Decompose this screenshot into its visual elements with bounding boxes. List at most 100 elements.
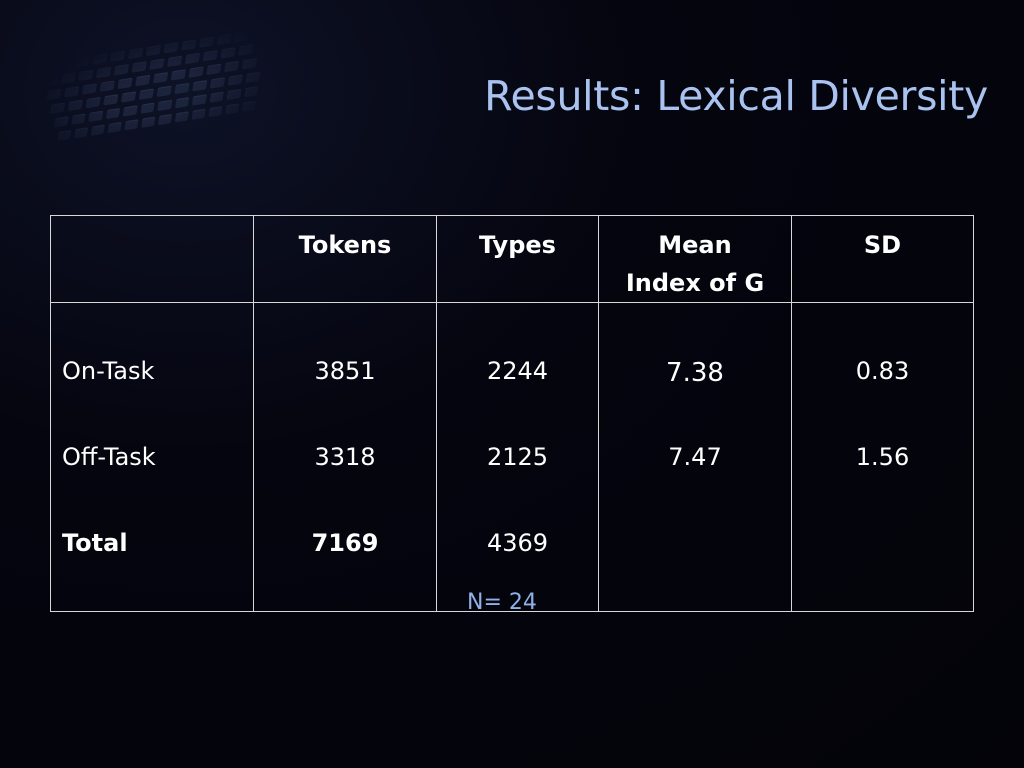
mean-index-g-column: 7.38 7.47 — [598, 302, 792, 612]
keyboard-key — [181, 39, 197, 51]
label-column: On-Task Off-Task Total — [50, 302, 254, 612]
keyboard-key — [70, 113, 86, 125]
row-label-total: Total — [62, 529, 128, 557]
keyboard-key — [220, 47, 236, 59]
keyboard-key — [49, 102, 66, 115]
keyboard-key — [110, 50, 126, 62]
row-label-off-task: Off-Task — [62, 443, 156, 471]
total-tokens: 7169 — [311, 529, 379, 557]
off-task-mean-index-g: 7.47 — [668, 443, 722, 471]
off-task-tokens: 3318 — [314, 443, 376, 471]
keyboard-key — [141, 116, 156, 128]
keyboard-key — [122, 105, 138, 117]
keyboard-key — [167, 55, 183, 68]
keyboard-key — [127, 47, 144, 60]
keyboard-key — [227, 74, 243, 86]
keyboard-key — [238, 44, 254, 56]
header-mean-index-of-g: Mean Index of G — [598, 215, 792, 303]
keyboard-key — [103, 94, 119, 106]
keyboard-key — [174, 82, 190, 95]
table-header-row: Tokens Types Mean Index of G SD — [50, 215, 974, 303]
keyboard-key — [42, 75, 58, 87]
keyboard-key — [202, 49, 218, 62]
keyboard-key — [53, 116, 69, 128]
keyboard-key — [107, 121, 122, 134]
keyboard-key — [206, 63, 222, 76]
keyboard-key — [225, 103, 240, 115]
keyboard-key — [145, 44, 161, 57]
types-column: 2244 2125 4369 — [436, 302, 599, 612]
keyboard-key — [163, 41, 179, 54]
keyboard-key — [192, 79, 208, 92]
table-body-row: On-Task Off-Task Total 3851 3318 7169 22… — [50, 302, 974, 612]
on-task-tokens: 3851 — [314, 357, 376, 385]
off-task-types: 2125 — [486, 443, 549, 471]
keyboard-key — [124, 119, 139, 131]
keyboard-key — [224, 60, 240, 73]
keyboard-key — [188, 66, 204, 78]
keyboard-key — [88, 110, 103, 123]
keyboard-key — [241, 57, 258, 70]
keyboard-key — [38, 61, 55, 74]
keyboard-key — [92, 53, 108, 65]
keyboard-key — [243, 86, 259, 98]
keyboard-key — [56, 58, 73, 71]
header-mean-line2: Index of G — [625, 269, 765, 297]
keyboard-key — [198, 36, 215, 48]
keyboard-key — [234, 30, 250, 43]
results-table: Tokens Types Mean Index of G SD On-Task … — [50, 215, 974, 612]
keyboard-key — [57, 129, 72, 142]
on-task-mean-index-g: 7.38 — [666, 358, 724, 388]
header-mean-line1: Mean — [658, 231, 732, 259]
keyboard-image — [22, 28, 267, 178]
header-empty-cell — [50, 215, 254, 303]
keyboard-key — [157, 113, 173, 126]
keyboard-key — [131, 61, 147, 73]
keyboard-key — [105, 107, 121, 120]
slide-title: Results: Lexical Diversity — [484, 72, 988, 120]
keyboard-key — [74, 56, 90, 68]
keyboard-key — [152, 71, 169, 84]
keyboard-key — [135, 74, 151, 87]
keyboard-key — [156, 85, 172, 98]
sd-column: 0.83 1.56 — [791, 302, 974, 612]
keyboard-key — [85, 96, 101, 109]
header-sd: SD — [791, 215, 974, 303]
keyboard-key — [95, 66, 112, 79]
keyboard-key — [73, 127, 89, 139]
keyboard-key — [191, 94, 207, 106]
sample-size-note: N= 24 — [467, 590, 537, 615]
keyboard-key — [117, 77, 133, 90]
keyboard-key — [113, 64, 130, 76]
keyboard-key — [241, 100, 257, 112]
keyboard-key — [78, 69, 94, 82]
keyboard-key — [208, 105, 223, 118]
keyboard-key — [90, 124, 106, 136]
keyboard-key — [46, 88, 62, 101]
keyboard-key — [174, 96, 190, 109]
tokens-column: 3851 3318 7169 — [253, 302, 437, 612]
keyboard-key — [174, 111, 189, 123]
keyboard-key — [99, 80, 115, 92]
keyboard-key — [138, 88, 155, 100]
row-label-on-task: On-Task — [62, 357, 155, 385]
keyboard-key — [60, 72, 76, 85]
header-tokens: Tokens — [253, 215, 437, 303]
keyboard-key — [216, 33, 233, 46]
keyboard-key — [209, 77, 226, 89]
keyboard-key — [81, 83, 98, 95]
keyboard-key — [64, 86, 80, 98]
keyboard-key — [149, 58, 165, 70]
on-task-sd: 0.83 — [855, 357, 910, 385]
header-types: Types — [436, 215, 599, 303]
keyboard-key — [184, 52, 201, 65]
keyboard-key — [120, 91, 137, 103]
on-task-types: 2244 — [486, 357, 549, 385]
keyboard-key — [245, 71, 261, 84]
keyboard-key — [209, 91, 224, 103]
keyboard-key — [67, 99, 83, 112]
keyboard-key — [157, 99, 172, 112]
off-task-sd: 1.56 — [855, 443, 910, 471]
keyboard-key — [191, 108, 206, 120]
